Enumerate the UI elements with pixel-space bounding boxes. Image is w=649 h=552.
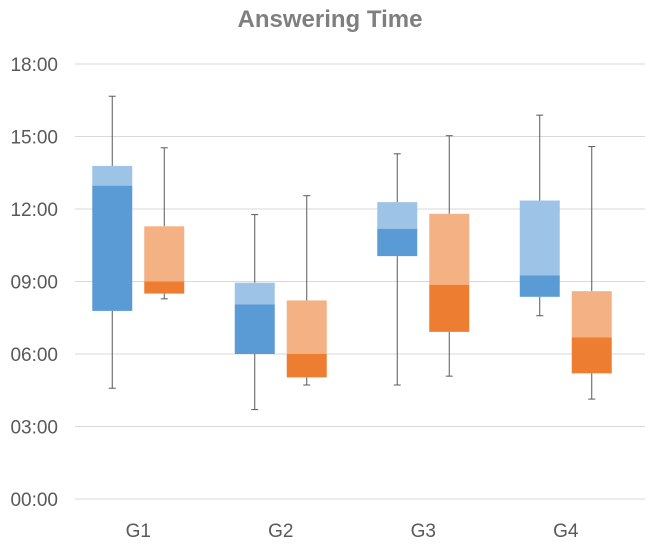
box-plot-series — [92, 95, 612, 411]
box-lower-quartile — [519, 275, 560, 297]
y-tick-label: 12:00 — [10, 200, 58, 221]
box-lower-quartile — [144, 281, 185, 294]
box-lower-quartile — [377, 228, 418, 257]
chart-title: Answering Time — [238, 6, 423, 33]
box-upper-quartile — [377, 202, 418, 229]
x-tick-label: G1 — [126, 521, 151, 542]
box-upper-quartile — [234, 282, 275, 305]
x-tick-label: G3 — [411, 521, 436, 542]
box-upper-quartile — [571, 291, 612, 338]
box-G1-2 — [144, 147, 185, 300]
box-upper-quartile — [429, 213, 470, 285]
box-G2-2 — [286, 195, 327, 386]
box-lower-quartile — [92, 185, 133, 311]
box-G3-1 — [377, 153, 418, 386]
box-upper-quartile — [92, 165, 133, 186]
y-tick-label: 18:00 — [10, 55, 58, 76]
box-lower-quartile — [286, 354, 327, 378]
box-upper-quartile — [144, 226, 185, 282]
y-tick-label: 03:00 — [10, 418, 58, 439]
box-lower-quartile — [429, 284, 470, 332]
y-axis-tick-labels: 00:00 03:00 06:00 09:00 12:00 15:00 18:00 — [10, 55, 58, 511]
y-tick-label: 09:00 — [10, 273, 58, 294]
box-lower-quartile — [571, 337, 612, 374]
x-tick-label: G2 — [268, 521, 293, 542]
box-G2-1 — [234, 214, 275, 411]
x-axis-category-labels: G1 G2 G3 G4 — [126, 521, 579, 542]
y-tick-label: 06:00 — [10, 345, 58, 366]
box-upper-quartile — [519, 200, 560, 276]
box-G4-2 — [571, 146, 612, 400]
box-G4-1 — [519, 114, 560, 317]
box-G1-1 — [92, 95, 133, 389]
y-tick-label: 00:00 — [10, 490, 58, 511]
box-upper-quartile — [286, 300, 327, 354]
x-tick-label: G4 — [553, 521, 579, 542]
y-tick-label: 15:00 — [10, 128, 58, 149]
box-G3-2 — [429, 135, 470, 377]
box-lower-quartile — [234, 304, 275, 354]
